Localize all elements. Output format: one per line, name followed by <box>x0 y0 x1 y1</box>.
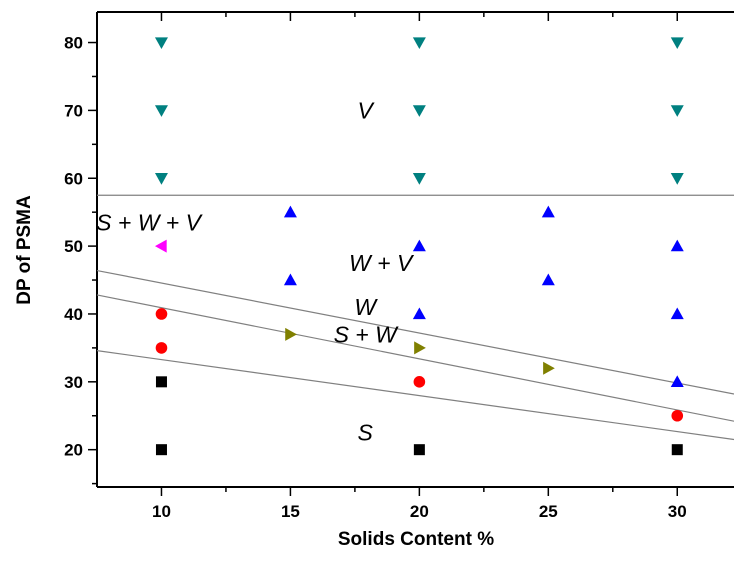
x-tick-label: 15 <box>281 502 300 521</box>
y-tick-label: 20 <box>64 441 83 460</box>
y-tick-label: 70 <box>64 101 83 120</box>
triangle-up-marker <box>670 375 684 388</box>
region-label: S + W <box>334 321 400 347</box>
circle-marker <box>155 342 168 354</box>
region-label: W + V <box>349 250 415 276</box>
square-marker <box>155 376 167 388</box>
triangle-down-marker <box>154 105 168 117</box>
region-label: V <box>358 97 376 123</box>
triangle-right-marker <box>285 327 297 341</box>
x-tick-label: 10 <box>152 502 171 521</box>
region-label: S <box>358 420 374 446</box>
triangle-left-marker <box>154 239 167 253</box>
triangle-up-marker <box>283 205 297 218</box>
triangle-down-marker <box>154 37 168 50</box>
triangle-right-marker <box>414 341 426 355</box>
boundary-line-2 <box>96 269 734 395</box>
y-axis-title: DP of PSMA <box>14 195 35 305</box>
data-markers <box>154 37 684 456</box>
y-tick-label: 80 <box>64 34 83 53</box>
circle-marker <box>155 308 168 320</box>
triangle-down-marker <box>670 105 684 117</box>
x-tick-label: 30 <box>668 502 687 521</box>
triangle-down-marker <box>154 173 168 185</box>
y-tick-label: 60 <box>64 169 83 188</box>
axis-ticks <box>88 12 679 496</box>
triangle-up-marker <box>541 273 555 286</box>
square-marker <box>671 444 683 456</box>
region-label: S + W + V <box>96 209 203 235</box>
triangle-down-marker <box>412 105 426 117</box>
boundary-line-4 <box>96 350 734 441</box>
triangle-down-marker <box>670 37 684 50</box>
y-tick-label: 40 <box>64 305 83 324</box>
boundary-line-3 <box>96 294 734 422</box>
circle-marker <box>671 409 684 422</box>
triangle-up-marker <box>541 205 555 218</box>
x-axis-title: Solids Content % <box>338 529 494 550</box>
region-labels: V S + W + V W + V WS + W S <box>96 97 415 445</box>
triangle-right-marker <box>543 361 555 375</box>
triangle-up-marker <box>670 239 684 252</box>
triangle-up-marker <box>670 307 684 320</box>
square-marker <box>413 444 425 456</box>
triangle-down-marker <box>412 173 426 185</box>
y-tick-label: 50 <box>64 237 83 256</box>
axis-tick-labels: 10 15 20 25 30 20 30 40 50 60 70 80 <box>64 34 687 521</box>
plot-frame <box>96 11 734 488</box>
phase-boundaries <box>96 194 734 441</box>
triangle-down-marker <box>412 37 426 50</box>
triangle-up-marker <box>412 307 426 320</box>
y-tick-label: 30 <box>64 373 83 392</box>
triangle-down-marker <box>670 173 684 185</box>
square-marker <box>155 444 167 456</box>
region-label: W <box>354 294 378 320</box>
circle-marker <box>413 376 426 388</box>
triangle-up-marker <box>412 239 426 252</box>
triangle-up-marker <box>283 273 297 286</box>
x-tick-label: 25 <box>539 502 558 521</box>
x-tick-label: 20 <box>410 502 429 521</box>
